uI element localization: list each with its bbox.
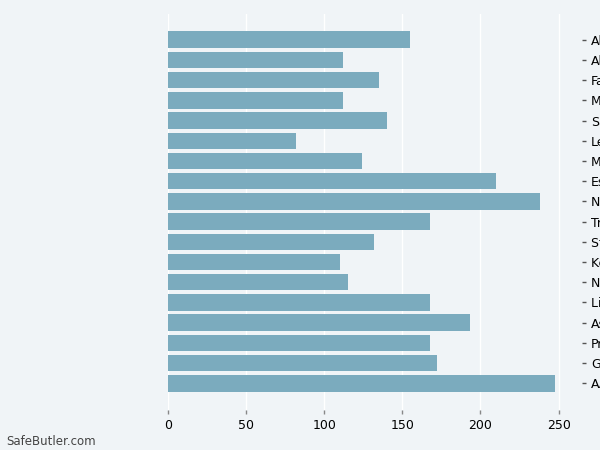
Bar bbox=[168, 173, 496, 189]
Bar bbox=[168, 315, 470, 331]
Bar bbox=[168, 112, 387, 129]
Bar bbox=[168, 254, 340, 270]
Bar bbox=[168, 153, 362, 169]
Bar bbox=[168, 52, 343, 68]
Bar bbox=[168, 32, 410, 48]
Bar bbox=[168, 334, 430, 351]
Bar bbox=[168, 193, 540, 210]
Bar bbox=[168, 72, 379, 89]
Bar bbox=[168, 375, 556, 392]
Bar bbox=[168, 92, 343, 108]
Bar bbox=[168, 294, 430, 310]
Bar bbox=[168, 213, 430, 230]
Bar bbox=[168, 274, 347, 291]
Bar bbox=[168, 234, 374, 250]
Text: SafeButler.com: SafeButler.com bbox=[6, 435, 95, 448]
Bar bbox=[168, 355, 437, 371]
Bar bbox=[168, 132, 296, 149]
